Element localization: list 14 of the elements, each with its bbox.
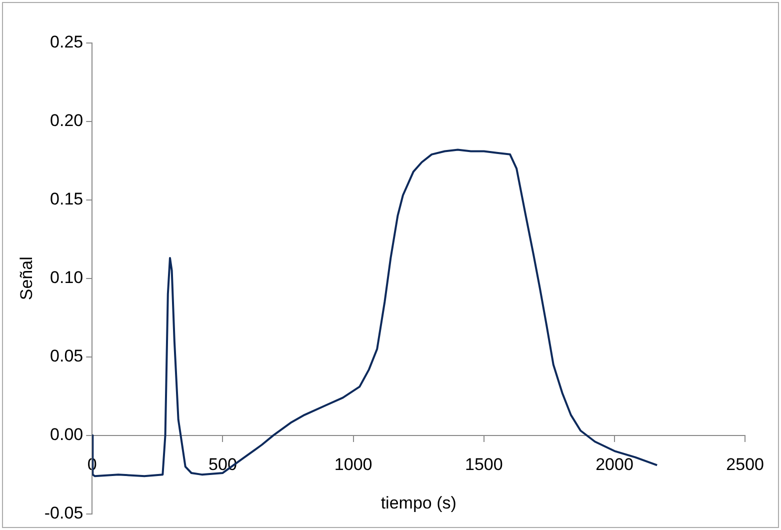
- x-axis-title: tiempo (s): [380, 494, 456, 513]
- x-tick-label: 2000: [596, 455, 634, 474]
- y-tick-label: 0.00: [50, 425, 84, 444]
- y-tick-label: 0.10: [50, 268, 84, 288]
- x-tick-label: 2500: [726, 455, 764, 474]
- y-tick-label: -0.05: [44, 503, 84, 522]
- y-tick-label: 0.20: [50, 111, 84, 130]
- x-tick-label: 1500: [465, 455, 503, 474]
- y-tick-label: 0.15: [50, 190, 84, 209]
- y-tick-label: 0.25: [50, 32, 84, 52]
- x-tick-label: 1000: [334, 455, 372, 474]
- y-axis-title: Señal: [16, 256, 36, 300]
- x-tick-label: 500: [208, 455, 237, 474]
- y-tick-label: 0.05: [50, 346, 84, 366]
